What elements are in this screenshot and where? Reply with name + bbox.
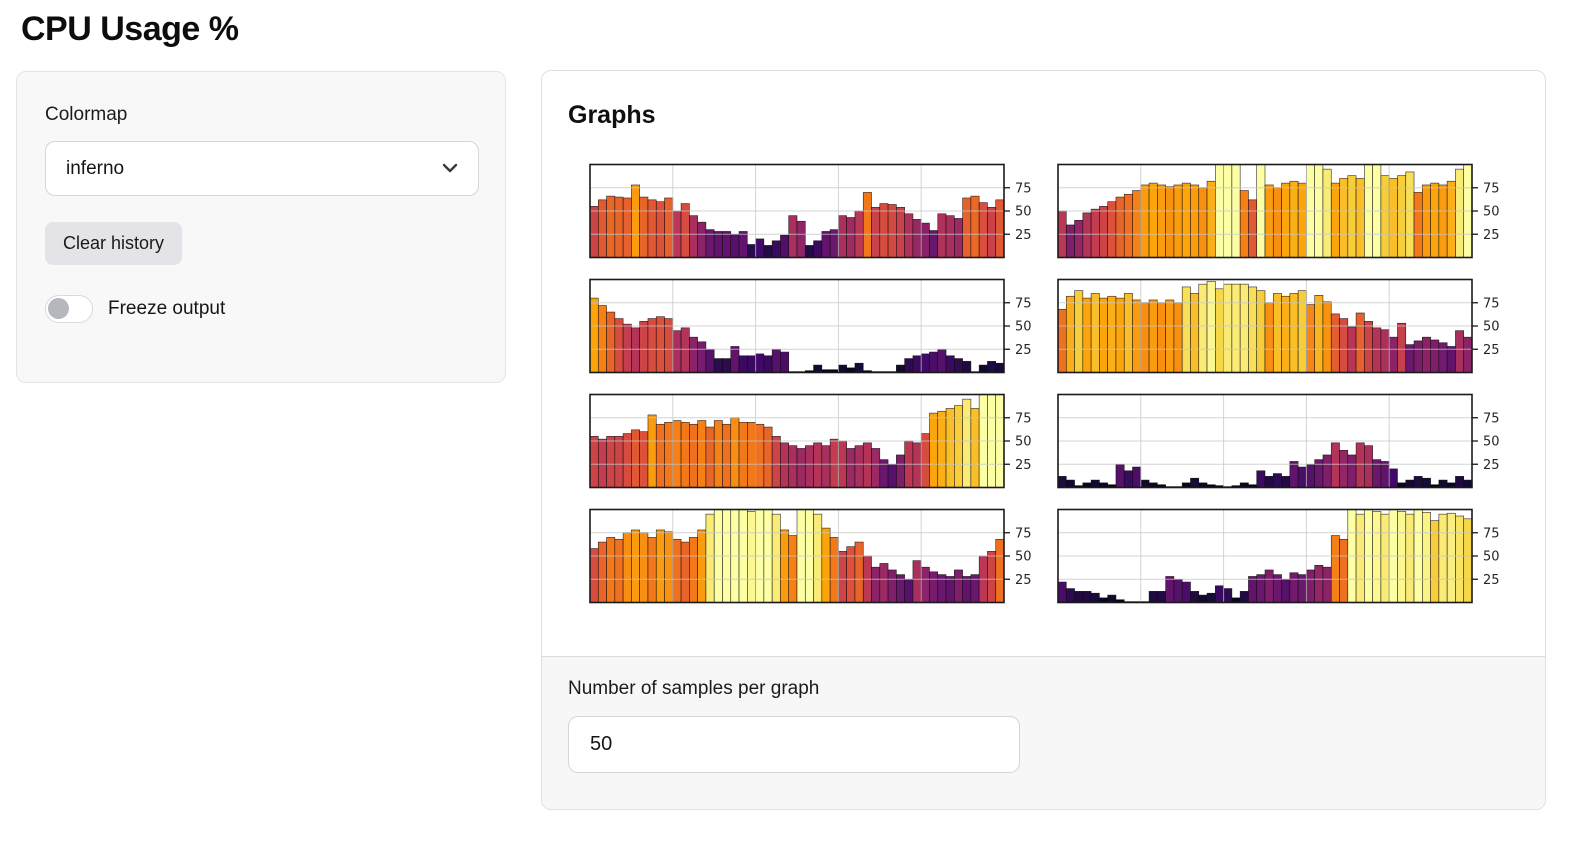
chevron-down-icon — [442, 160, 458, 178]
svg-text:75: 75 — [1483, 181, 1500, 196]
colormap-label: Colormap — [45, 104, 128, 125]
colormap-select[interactable]: inferno — [45, 141, 479, 196]
cpu-graph-3: 25 50 75 — [589, 278, 1049, 374]
svg-text:50: 50 — [1015, 550, 1032, 565]
svg-text:25: 25 — [1483, 228, 1500, 243]
page-title: CPU Usage % — [21, 10, 239, 48]
graphs-area: Graphs 25 50 75 25 50 75 25 50 75 25 50 75 25 50 7… — [542, 71, 1545, 656]
svg-text:75: 75 — [1015, 296, 1032, 311]
cpu-graph-7: 25 50 75 — [589, 508, 1049, 604]
cpu-graph-5: 25 50 75 — [589, 393, 1049, 489]
freeze-output-label: Freeze output — [108, 298, 226, 319]
graphs-title: Graphs — [568, 101, 656, 129]
colormap-selected-value: inferno — [66, 157, 125, 179]
svg-text:50: 50 — [1015, 320, 1032, 335]
freeze-output-toggle[interactable] — [45, 295, 93, 323]
svg-text:75: 75 — [1015, 181, 1032, 196]
graphs-card: Graphs 25 50 75 25 50 75 25 50 75 25 50 75 25 50 7… — [541, 70, 1546, 810]
svg-text:50: 50 — [1483, 320, 1500, 335]
svg-text:75: 75 — [1483, 296, 1500, 311]
svg-text:50: 50 — [1483, 550, 1500, 565]
svg-text:75: 75 — [1015, 526, 1032, 541]
cpu-graph-6: 25 50 75 — [1057, 393, 1517, 489]
svg-text:50: 50 — [1483, 435, 1500, 450]
svg-text:25: 25 — [1483, 458, 1500, 473]
svg-text:50: 50 — [1483, 205, 1500, 220]
samples-input[interactable] — [568, 716, 1020, 773]
toggle-knob — [48, 298, 69, 319]
svg-text:75: 75 — [1483, 411, 1500, 426]
cpu-graph-4: 25 50 75 — [1057, 278, 1517, 374]
svg-text:25: 25 — [1483, 573, 1500, 588]
svg-text:25: 25 — [1015, 228, 1032, 243]
svg-text:25: 25 — [1015, 458, 1032, 473]
samples-label: Number of samples per graph — [568, 678, 820, 699]
svg-text:50: 50 — [1015, 205, 1032, 220]
cpu-graph-1: 25 50 75 — [589, 163, 1049, 259]
svg-text:25: 25 — [1015, 573, 1032, 588]
svg-text:50: 50 — [1015, 435, 1032, 450]
svg-text:75: 75 — [1015, 411, 1032, 426]
chart-grid: 25 50 75 25 50 75 25 50 75 25 50 75 25 50 75 25 50 7… — [589, 163, 1545, 604]
clear-history-button[interactable]: Clear history — [45, 222, 183, 265]
freeze-output-row: Freeze output — [45, 295, 477, 323]
cpu-graph-2: 25 50 75 — [1057, 163, 1517, 259]
svg-text:75: 75 — [1483, 526, 1500, 541]
svg-text:25: 25 — [1483, 343, 1500, 358]
cpu-graph-8: 25 50 75 — [1057, 508, 1517, 604]
controls-panel: Colormap inferno Clear history Freeze ou… — [16, 71, 506, 383]
svg-text:25: 25 — [1015, 343, 1032, 358]
samples-section: Number of samples per graph — [542, 656, 1545, 809]
